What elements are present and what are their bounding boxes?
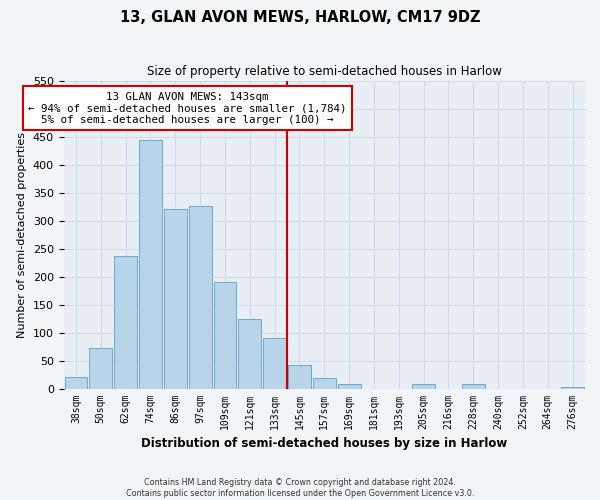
Y-axis label: Number of semi-detached properties: Number of semi-detached properties: [17, 132, 27, 338]
X-axis label: Distribution of semi-detached houses by size in Harlow: Distribution of semi-detached houses by …: [141, 437, 508, 450]
Bar: [188, 206, 212, 388]
Bar: [65, 378, 88, 388]
Text: Contains HM Land Registry data © Crown copyright and database right 2024.
Contai: Contains HM Land Registry data © Crown c…: [126, 478, 474, 498]
Bar: [238, 319, 261, 388]
Bar: [214, 282, 236, 389]
Bar: [139, 140, 162, 388]
Text: 13 GLAN AVON MEWS: 143sqm
← 94% of semi-detached houses are smaller (1,784)
5% o: 13 GLAN AVON MEWS: 143sqm ← 94% of semi-…: [28, 92, 347, 125]
Bar: [263, 338, 286, 388]
Bar: [89, 348, 112, 389]
Bar: [462, 384, 485, 388]
Bar: [313, 378, 335, 388]
Bar: [412, 384, 435, 388]
Bar: [164, 209, 187, 388]
Bar: [288, 365, 311, 388]
Bar: [114, 256, 137, 388]
Title: Size of property relative to semi-detached houses in Harlow: Size of property relative to semi-detach…: [147, 65, 502, 78]
Bar: [338, 384, 361, 388]
Text: 13, GLAN AVON MEWS, HARLOW, CM17 9DZ: 13, GLAN AVON MEWS, HARLOW, CM17 9DZ: [120, 10, 480, 25]
